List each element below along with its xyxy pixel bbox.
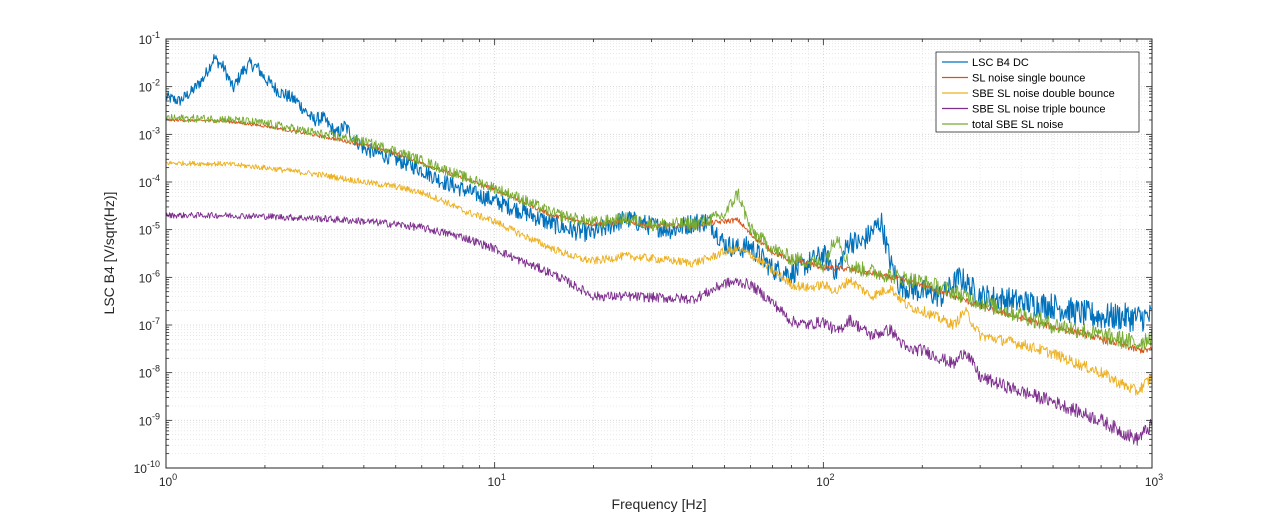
grid bbox=[165, 39, 1152, 469]
x-tick-label: 101 bbox=[487, 472, 505, 489]
legend: LSC B4 DC SL noise single bounce SBE SL no… bbox=[935, 51, 1140, 133]
legend-entry-0: LSC B4 DC bbox=[972, 57, 1029, 69]
y-tick-label: 10-3 bbox=[139, 125, 160, 142]
legend-box bbox=[935, 51, 1140, 133]
y-tick-labels: 10-10 10-9 10-8 10-7 10-6 10-5 10-4 10-3 10-2 10-… bbox=[134, 30, 160, 476]
x-tick-label: 103 bbox=[1145, 472, 1163, 489]
y-tick-label: 10-2 bbox=[139, 78, 160, 95]
series-line-0 bbox=[166, 53, 1152, 333]
series-line-4 bbox=[166, 113, 1152, 350]
legend-entry-3: SBE SL noise triple bounce bbox=[972, 104, 1106, 116]
plot-frame bbox=[165, 38, 1153, 469]
y-tick-label: 10-6 bbox=[139, 268, 160, 285]
y-tick-label: 10-9 bbox=[139, 411, 160, 428]
series-line-1 bbox=[166, 118, 1152, 354]
legend-entry-1: SL noise single bounce bbox=[972, 73, 1085, 85]
legend-entry-2: SBE SL noise double bounce bbox=[972, 88, 1115, 100]
series-layer bbox=[166, 53, 1152, 446]
x-tick-label: 100 bbox=[159, 472, 177, 489]
series-line-3 bbox=[166, 211, 1152, 446]
y-axis-label: LSC B4 [V/sqrt(Hz)] bbox=[101, 192, 117, 315]
y-tick-label: 10-10 bbox=[134, 459, 160, 476]
y-tick-label: 10-5 bbox=[139, 221, 160, 238]
x-tick-label: 102 bbox=[816, 472, 834, 489]
legend-entry-4: total SBE SL noise bbox=[972, 119, 1063, 131]
ticks bbox=[165, 39, 1152, 469]
y-tick-label: 10-4 bbox=[139, 173, 160, 190]
y-tick-label: 10-7 bbox=[139, 316, 160, 333]
y-tick-label: 10-1 bbox=[139, 30, 160, 47]
x-axis-label: Frequency [Hz] bbox=[612, 496, 707, 512]
y-tick-label: 10-8 bbox=[139, 364, 160, 381]
series-line-2 bbox=[166, 160, 1152, 396]
x-tick-labels: 100 101 102 103 bbox=[159, 472, 1163, 489]
